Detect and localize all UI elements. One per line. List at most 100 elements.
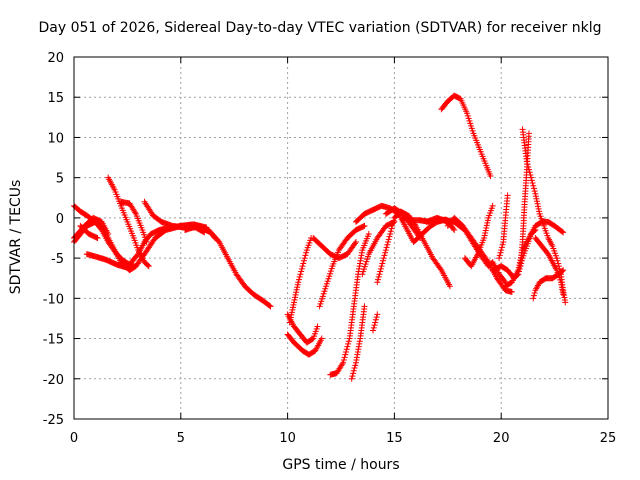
data-point (300, 260, 307, 267)
data-point (289, 306, 296, 313)
data-point (375, 273, 382, 280)
data-point (351, 365, 358, 372)
plot-frame (73, 56, 609, 420)
data-point (352, 239, 359, 246)
data-point (365, 230, 372, 237)
data-point (302, 252, 309, 259)
data-point (483, 222, 490, 229)
data-point (143, 239, 150, 246)
series-t30 (182, 222, 218, 241)
data-point (437, 265, 444, 272)
data-point (291, 299, 298, 306)
data-point (320, 290, 327, 297)
data-point (350, 370, 357, 377)
y-tick-label: -15 (43, 333, 64, 348)
data-point (288, 309, 295, 316)
data-point (361, 222, 368, 229)
data-point (342, 351, 349, 358)
y-tick-label: -25 (43, 413, 64, 428)
y-tick-label: -10 (43, 292, 64, 307)
data-point (321, 288, 328, 295)
data-point (361, 263, 368, 270)
data-point (464, 110, 471, 117)
data-point (451, 226, 458, 233)
x-tick-label: 25 (600, 431, 617, 446)
x-tick-label: 0 (70, 431, 78, 446)
data-point (350, 367, 357, 374)
data-point (319, 295, 326, 302)
data-point (145, 263, 152, 270)
data-point (287, 314, 294, 321)
data-point (528, 177, 535, 184)
data-point (489, 202, 496, 209)
data-point (484, 257, 491, 264)
data-point (389, 220, 396, 227)
data-point (376, 271, 383, 278)
data-point (387, 228, 394, 235)
axis-ticks: 20 15 10 5 0 -5 -10 -15 -20 -25 0 5 10 15 20 25 (43, 51, 617, 446)
data-point (340, 357, 347, 364)
series-t05 (117, 198, 150, 246)
data-point (295, 279, 302, 286)
series-t09 (284, 331, 325, 358)
data-point (317, 300, 324, 307)
data-point (469, 127, 476, 134)
data-point (360, 268, 367, 275)
y-tick-label: 10 (47, 131, 64, 146)
data-point (352, 240, 359, 247)
data-point (377, 265, 384, 272)
data-point (296, 273, 303, 280)
data-point (372, 319, 379, 326)
data-point (324, 278, 331, 285)
data-point (363, 258, 370, 265)
data-point (468, 122, 475, 129)
data-point (501, 278, 508, 285)
x-tick-label: 20 (493, 431, 510, 446)
series-t23 (496, 192, 511, 262)
data-point (484, 219, 491, 226)
data-point (383, 244, 390, 251)
data-point (535, 205, 542, 212)
data-point (370, 324, 377, 331)
data-point (105, 230, 112, 237)
data-point (303, 249, 310, 256)
data-point (371, 322, 378, 329)
data-point (288, 311, 295, 318)
data-point (211, 233, 218, 240)
data-point (386, 233, 393, 240)
data-point (291, 296, 298, 303)
data-point (524, 161, 531, 168)
data-point (380, 255, 387, 262)
data-point (293, 289, 300, 296)
data-point (482, 229, 489, 236)
x-tick-label: 15 (386, 431, 403, 446)
data-point (559, 267, 566, 274)
data-point (325, 275, 332, 282)
data-point (349, 373, 356, 380)
data-point (466, 117, 473, 124)
data-point (348, 375, 355, 382)
series-t29 (532, 235, 567, 298)
y-axis-label-text: SDTVAR / TECUs (8, 179, 24, 295)
data-point (527, 171, 534, 178)
data-point (496, 252, 503, 259)
series-t06 (83, 251, 137, 271)
data-point (372, 316, 379, 323)
series-t12 (327, 230, 372, 378)
data-point (380, 257, 387, 264)
data-point (526, 169, 533, 176)
data-point (562, 299, 569, 306)
data-point (534, 200, 541, 207)
data-point (144, 262, 151, 269)
data-point (499, 241, 506, 248)
data-point (266, 302, 273, 309)
data-point (267, 303, 274, 310)
data-point (293, 286, 300, 293)
data-point (377, 268, 384, 275)
data-point (292, 294, 299, 301)
data-point (533, 198, 540, 205)
data-point (298, 265, 305, 272)
data-point (352, 362, 359, 369)
data-point (553, 255, 560, 262)
data-point (468, 125, 475, 132)
